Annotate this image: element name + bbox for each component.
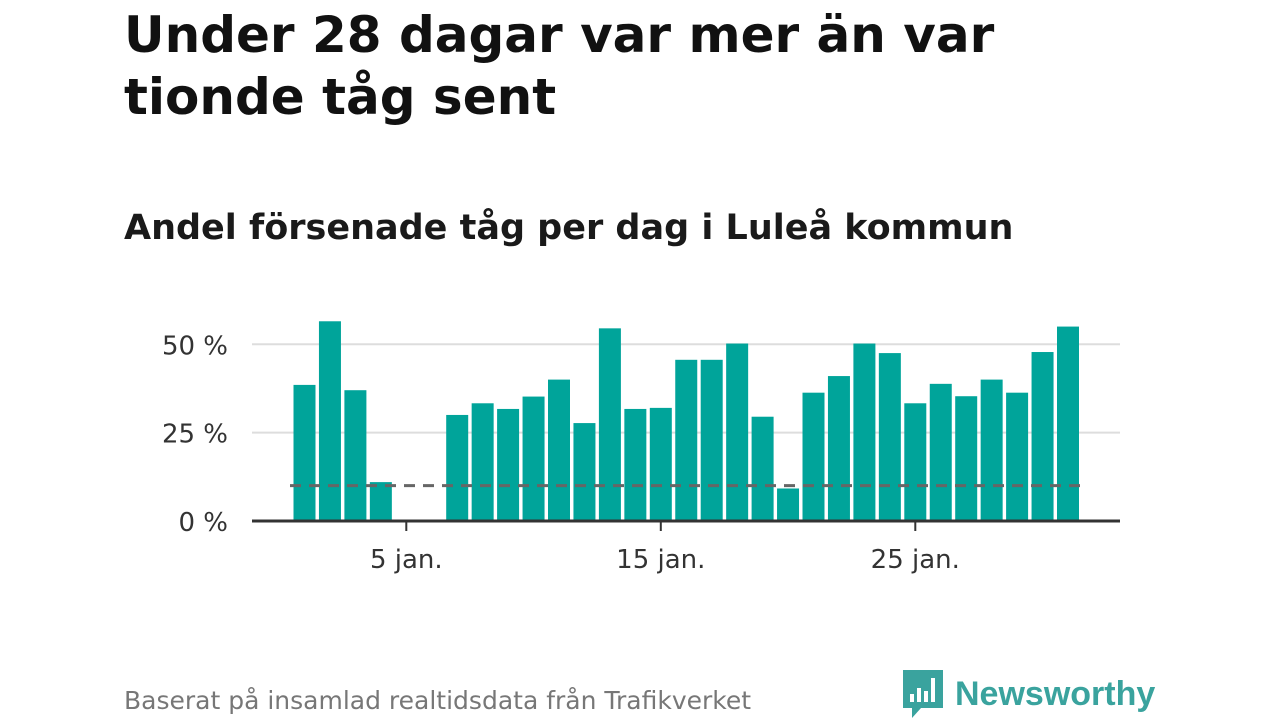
bar	[649, 407, 672, 521]
x-tick-label: 15 jan.	[616, 545, 705, 575]
bar	[1006, 392, 1029, 521]
bar	[598, 328, 621, 521]
bar	[548, 379, 570, 521]
newsworthy-logo: Newsworthy	[903, 670, 1155, 718]
bar	[522, 396, 545, 521]
bar	[497, 408, 520, 521]
bar	[344, 390, 367, 521]
newsworthy-logo-text: Newsworthy	[955, 674, 1156, 713]
bar	[369, 482, 392, 521]
bar	[878, 353, 901, 521]
chart-subtitle: Andel försenade tåg per dag i Luleå komm…	[124, 208, 1014, 248]
bar	[853, 343, 876, 521]
bar	[1057, 326, 1079, 521]
bar	[751, 416, 774, 521]
bar	[675, 359, 698, 521]
chart-title: Under 28 dagar var mer än var tionde tåg…	[124, 6, 995, 126]
bar	[318, 321, 341, 521]
bar	[700, 359, 723, 521]
y-tick-label: 0 %	[178, 508, 228, 538]
bar	[929, 383, 952, 521]
y-tick-label: 25 %	[162, 420, 228, 450]
bar	[726, 343, 749, 521]
bar	[777, 488, 800, 521]
bar	[471, 403, 494, 521]
x-tick-label: 25 jan.	[871, 545, 960, 575]
bar	[955, 396, 978, 521]
bar	[980, 379, 1003, 521]
y-tick-label: 50 %	[162, 331, 228, 361]
bar	[624, 408, 647, 521]
bar	[904, 403, 927, 521]
bar	[573, 423, 596, 521]
bar	[293, 384, 316, 521]
bar	[446, 414, 469, 521]
source-note: Baserat på insamlad realtidsdata från Tr…	[124, 686, 752, 715]
bar	[827, 376, 850, 521]
bar	[1031, 352, 1054, 521]
newsworthy-logo-icon	[903, 670, 943, 718]
bar	[802, 392, 825, 521]
x-tick-label: 5 jan.	[370, 545, 443, 575]
